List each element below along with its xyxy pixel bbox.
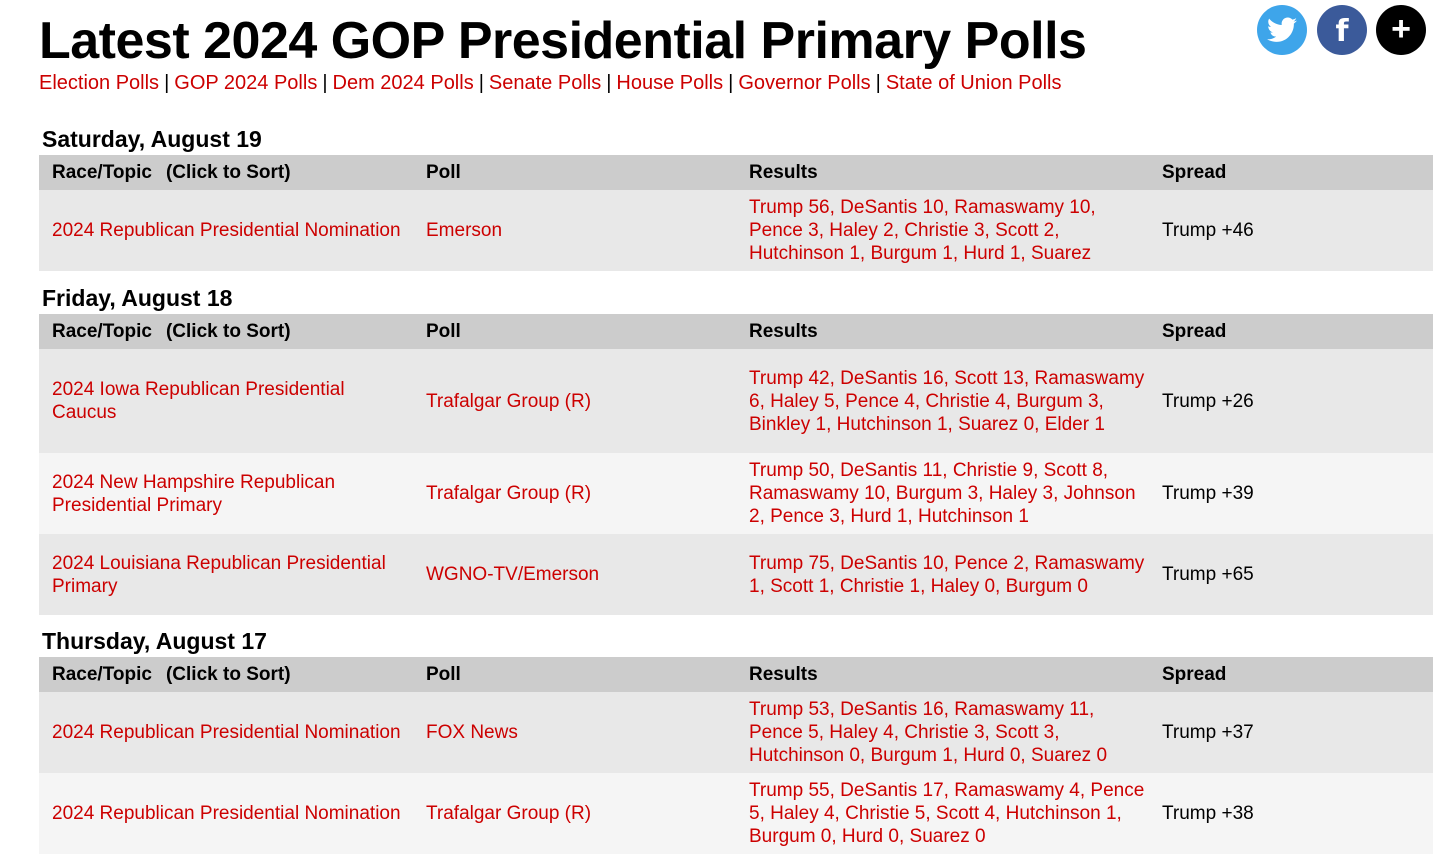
results-link[interactable]: Trump 50, DeSantis 11, Christie 9, Scott… xyxy=(749,460,1136,527)
facebook-share-button[interactable]: f xyxy=(1317,5,1367,55)
poll-link[interactable]: Emerson xyxy=(426,220,503,241)
table-header: Race/Topic (Click to Sort) Poll Results S… xyxy=(39,155,1433,190)
nav-separator: | xyxy=(728,72,734,94)
table-header: Race/Topic (Click to Sort) Poll Results S… xyxy=(39,314,1433,349)
spread-value: Trump +46 xyxy=(1162,220,1254,241)
nav-separator: | xyxy=(322,72,328,94)
nav-separator: | xyxy=(164,72,170,94)
section-date: Thursday, August 17 xyxy=(42,628,267,654)
table-row: 2024 New Hampshire Republican Presidenti… xyxy=(39,453,1433,534)
nav-separator: | xyxy=(875,72,881,94)
results-link[interactable]: Trump 55, DeSantis 17, Ramaswamy 4, Penc… xyxy=(749,780,1145,847)
more-share-button[interactable]: + xyxy=(1376,5,1426,55)
table-row: 2024 Louisiana Republican Presidential P… xyxy=(39,534,1433,615)
table-row: 2024 Iowa Republican Presidential Caucus… xyxy=(39,349,1433,453)
nav-separator: | xyxy=(478,72,484,94)
nav-state-of-union-polls[interactable]: State of Union Polls xyxy=(885,72,1062,94)
page-title: Latest 2024 GOP Presidential Primary Pol… xyxy=(39,12,1087,70)
spread-column-header[interactable]: Spread xyxy=(1162,161,1227,183)
poll-link[interactable]: WGNO-TV/Emerson xyxy=(426,564,600,585)
spread-column-header[interactable]: Spread xyxy=(1162,320,1227,342)
section-date: Friday, August 18 xyxy=(42,285,233,311)
table-row: 2024 Republican Presidential Nomination … xyxy=(39,773,1433,854)
spread-value: Trump +26 xyxy=(1162,390,1254,412)
results-link[interactable]: Trump 75, DeSantis 10, Pence 2, Ramaswam… xyxy=(749,552,1145,597)
plus-icon: + xyxy=(1391,10,1411,48)
nav-governor-polls[interactable]: Governor Polls xyxy=(738,72,871,94)
race-link[interactable]: 2024 Republican Presidential Nomination xyxy=(52,220,401,241)
results-column-header[interactable]: Results xyxy=(749,320,818,342)
table-row: 2024 Republican Presidential Nomination … xyxy=(39,190,1433,271)
results-column-header[interactable]: Results xyxy=(749,663,818,685)
race-column-header[interactable]: Race/Topic (Click to Sort) xyxy=(52,320,291,342)
nav-separator: | xyxy=(606,72,612,94)
twitter-icon xyxy=(1267,17,1297,42)
race-link[interactable]: 2024 Republican Presidential Nomination xyxy=(52,722,401,743)
sort-hint[interactable]: (Click to Sort) xyxy=(165,320,291,342)
spread-value: Trump +39 xyxy=(1162,483,1254,504)
section-date: Saturday, August 19 xyxy=(42,126,262,152)
nav-house-polls[interactable]: House Polls xyxy=(616,72,724,94)
poll-link[interactable]: Trafalgar Group (R) xyxy=(426,803,592,824)
poll-link[interactable]: Trafalgar Group (R) xyxy=(426,483,592,504)
poll-nav: Election Polls | GOP 2024 Polls | Dem 2024 P… xyxy=(39,70,1061,96)
poll-column-header[interactable]: Poll xyxy=(426,161,461,183)
race-column-header[interactable]: Race/Topic (Click to Sort) xyxy=(52,161,291,183)
spread-column-header[interactable]: Spread xyxy=(1162,663,1227,685)
nav-election-polls[interactable]: Election Polls xyxy=(39,72,160,94)
poll-column-header[interactable]: Poll xyxy=(426,663,461,685)
race-link[interactable]: 2024 Iowa Republican Presidential Caucus xyxy=(52,379,345,423)
facebook-icon: f xyxy=(1335,14,1349,49)
sort-hint[interactable]: (Click to Sort) xyxy=(165,663,291,685)
spread-value: Trump +38 xyxy=(1162,803,1254,824)
sort-hint[interactable]: (Click to Sort) xyxy=(165,161,291,183)
poll-column-header[interactable]: Poll xyxy=(426,320,461,342)
poll-link[interactable]: Trafalgar Group (R) xyxy=(426,390,592,412)
results-link[interactable]: Trump 56, DeSantis 10, Ramaswamy 10, Pen… xyxy=(749,197,1096,264)
race-link[interactable]: 2024 Louisiana Republican Presidential P… xyxy=(52,552,386,597)
poll-section: Thursday, August 17 Race/Topic (Click to … xyxy=(39,625,1433,854)
race-column-header[interactable]: Race/Topic (Click to Sort) xyxy=(52,663,291,685)
poll-section: Friday, August 18 Race/Topic (Click to So… xyxy=(39,282,1433,615)
table-row: 2024 Republican Presidential Nomination … xyxy=(39,692,1433,773)
twitter-share-button[interactable] xyxy=(1257,5,1307,55)
nav-dem-2024-polls[interactable]: Dem 2024 Polls xyxy=(332,72,474,94)
nav-senate-polls[interactable]: Senate Polls xyxy=(488,72,602,94)
spread-value: Trump +37 xyxy=(1162,722,1254,743)
poll-link[interactable]: FOX News xyxy=(426,722,518,743)
table-header: Race/Topic (Click to Sort) Poll Results S… xyxy=(39,657,1433,692)
poll-section: Saturday, August 19 Race/Topic (Click to … xyxy=(39,123,1433,271)
results-link[interactable]: Trump 42, DeSantis 16, Scott 13, Ramaswa… xyxy=(749,367,1145,435)
results-column-header[interactable]: Results xyxy=(749,161,818,183)
race-link[interactable]: 2024 Republican Presidential Nomination xyxy=(52,803,401,824)
race-link[interactable]: 2024 New Hampshire Republican Presidenti… xyxy=(52,471,336,516)
nav-gop-2024-polls[interactable]: GOP 2024 Polls xyxy=(174,72,318,94)
results-link[interactable]: Trump 53, DeSantis 16, Ramaswamy 11, Pen… xyxy=(749,699,1108,766)
spread-value: Trump +65 xyxy=(1162,564,1254,585)
